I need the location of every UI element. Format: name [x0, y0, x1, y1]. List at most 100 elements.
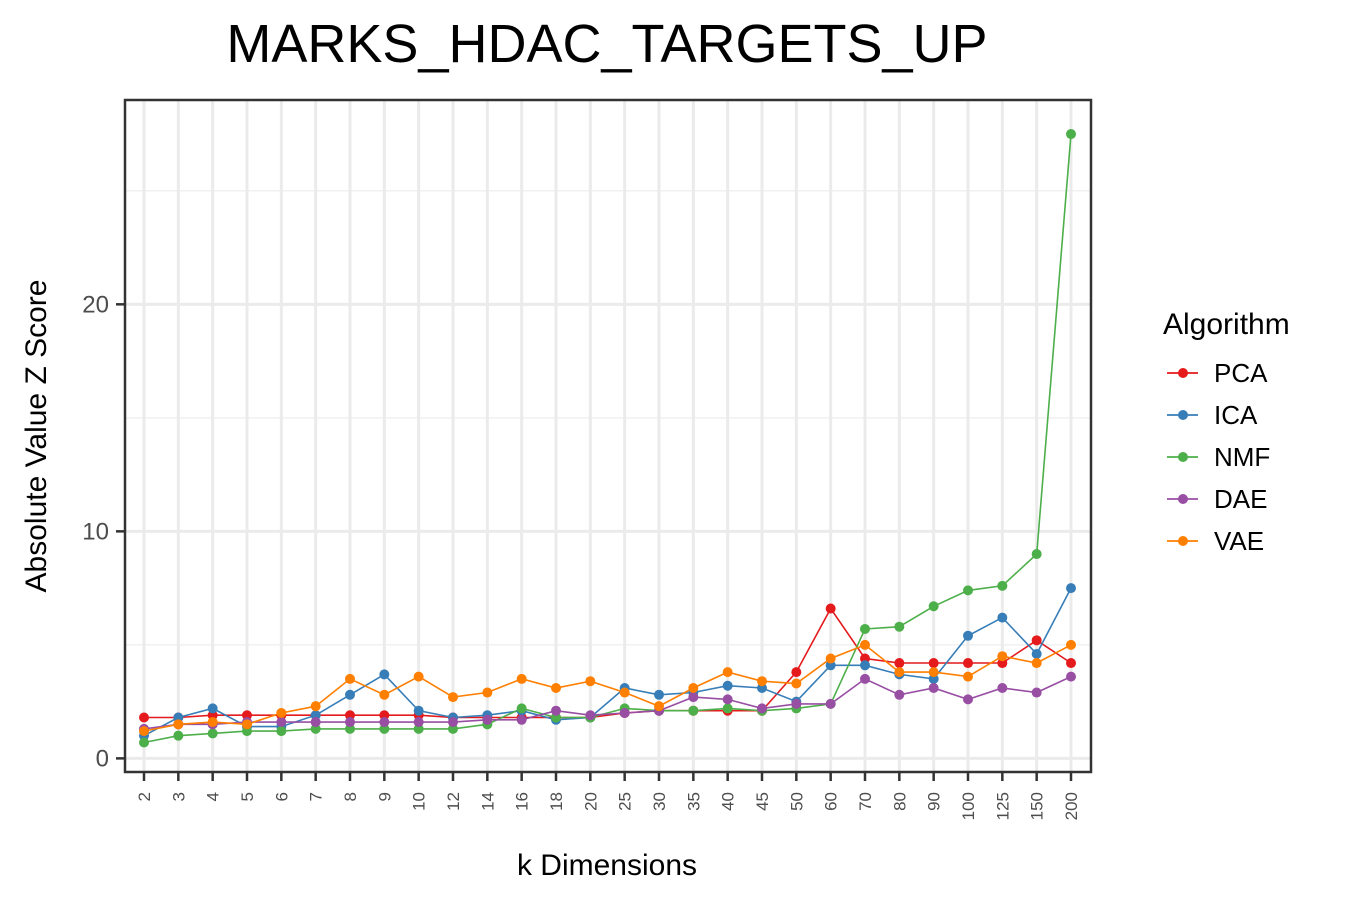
data-point-ica	[997, 612, 1008, 623]
legend-label-pca: PCA	[1214, 358, 1268, 388]
x-tick-label: 35	[684, 792, 703, 811]
data-point-nmf	[928, 601, 939, 612]
data-point-nmf	[722, 703, 733, 714]
legend-label-vae: VAE	[1214, 526, 1264, 556]
data-point-pca	[1066, 658, 1076, 669]
data-point-vae	[516, 673, 527, 684]
data-point-dae	[379, 717, 390, 728]
data-point-dae	[1066, 671, 1076, 682]
x-tick-label: 14	[478, 792, 497, 811]
data-point-dae	[1031, 687, 1042, 698]
data-point-vae	[1066, 639, 1076, 650]
x-tick-label: 9	[375, 792, 394, 801]
series-line-dae	[143, 675, 1072, 730]
data-point-dae	[516, 714, 527, 725]
data-point-pca	[963, 658, 973, 669]
data-point-ica	[963, 630, 973, 641]
x-tick-label: 20	[581, 792, 600, 811]
data-point-vae	[310, 701, 321, 712]
data-point-vae	[997, 651, 1008, 662]
data-point-vae	[963, 671, 973, 682]
legend-key-point-dae	[1178, 494, 1188, 504]
data-point-dae	[825, 698, 836, 709]
x-tick-label: 45	[753, 792, 772, 811]
data-point-vae	[757, 676, 767, 687]
x-tick-label: 125	[993, 792, 1012, 820]
data-point-dae	[894, 689, 905, 700]
data-point-nmf	[997, 580, 1008, 591]
y-tick-label: 0	[96, 745, 109, 772]
data-point-ica	[413, 705, 424, 716]
x-tick-label: 30	[650, 792, 669, 811]
data-point-ica	[345, 689, 355, 700]
plot-border	[123, 98, 1093, 774]
data-point-vae	[379, 689, 390, 700]
data-point-vae	[791, 678, 802, 689]
x-tick-label: 80	[890, 792, 909, 811]
x-tick-label: 8	[341, 792, 360, 801]
x-tick-label: 12	[444, 792, 463, 811]
data-point-vae	[207, 717, 218, 728]
data-point-pca	[894, 658, 905, 669]
legend-key-point-pca	[1178, 368, 1188, 378]
legend-label-nmf: NMF	[1214, 442, 1270, 472]
x-tick-label: 150	[1028, 792, 1047, 820]
x-tick-label: 40	[719, 792, 738, 811]
data-point-vae	[345, 673, 355, 684]
legend-key-point-vae	[1178, 536, 1188, 546]
data-point-vae	[139, 726, 149, 737]
data-point-vae	[894, 667, 905, 678]
data-point-vae	[825, 653, 836, 664]
x-tick-label: 3	[169, 792, 188, 801]
data-point-dae	[860, 673, 870, 684]
x-tick-label: 200	[1062, 792, 1081, 820]
data-point-vae	[482, 687, 493, 698]
x-tick-label: 50	[787, 792, 806, 811]
data-point-vae	[928, 667, 939, 678]
data-point-dae	[928, 683, 939, 693]
x-tick-label: 5	[238, 792, 257, 801]
data-point-vae	[173, 719, 184, 730]
series-line-vae	[143, 643, 1072, 732]
x-tick-label: 25	[616, 792, 635, 811]
data-point-ica	[654, 689, 664, 700]
x-tick-label: 60	[822, 792, 841, 811]
x-tick-label: 100	[959, 792, 978, 820]
data-point-vae	[688, 683, 699, 693]
data-point-nmf	[139, 737, 149, 748]
data-point-dae	[551, 705, 561, 716]
data-point-pca	[139, 712, 149, 723]
series-line-pca	[144, 606, 1072, 719]
data-point-dae	[791, 698, 802, 709]
y-tick-label: 20	[82, 291, 109, 318]
data-point-nmf	[516, 703, 527, 714]
legend-label-dae: DAE	[1214, 484, 1267, 514]
data-point-vae	[860, 639, 870, 650]
data-point-nmf	[173, 730, 184, 741]
y-axis-title: Absolute Value Z Score	[20, 280, 53, 593]
x-tick-label: 90	[925, 792, 944, 811]
data-point-vae	[1031, 658, 1042, 669]
chart-title: MARKS_HDAC_TARGETS_UP	[226, 14, 987, 74]
data-point-dae	[413, 717, 424, 728]
data-point-vae	[654, 701, 664, 712]
data-point-vae	[722, 667, 733, 678]
data-point-vae	[585, 676, 596, 687]
x-tick-label: 6	[272, 792, 291, 801]
legend: PCA ICA NMF DAE VAE	[1167, 358, 1270, 556]
data-point-nmf	[963, 585, 973, 596]
series-line-nmf	[143, 134, 1072, 744]
legend-key-point-nmf	[1178, 452, 1188, 462]
data-point-dae	[276, 717, 287, 728]
x-tick-label: 16	[513, 792, 532, 811]
data-point-nmf	[894, 621, 905, 632]
data-point-dae	[345, 717, 355, 728]
x-tick-label: 70	[856, 792, 875, 811]
data-point-dae	[688, 692, 699, 703]
data-point-vae	[619, 687, 630, 698]
data-point-nmf	[276, 726, 287, 737]
series-line-ica	[143, 587, 1072, 737]
data-point-vae	[448, 692, 458, 703]
